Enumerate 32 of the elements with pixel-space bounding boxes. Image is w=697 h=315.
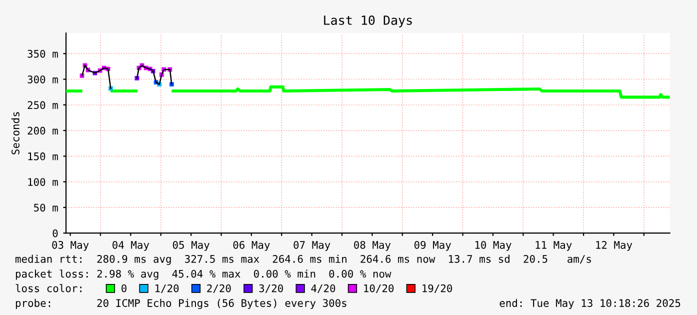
y-tick-label: 350 m xyxy=(28,50,58,58)
x-tick-label: 05 May xyxy=(172,240,210,251)
text: probe: 20 ICMP Echo Pings (56 Bytes) every 300s xyxy=(16,298,346,310)
y-tick-label: 50 m xyxy=(34,204,58,212)
y-tick-label: 100 m xyxy=(28,178,58,186)
legend-label: 0 xyxy=(122,284,126,292)
y-axis-title: Seconds xyxy=(11,112,20,154)
x-tick-label: 09 May xyxy=(414,240,451,251)
x-tick-label: 11 May xyxy=(536,241,572,251)
x-tick-label: 03 May xyxy=(52,240,89,251)
legend-title: loss color: xyxy=(16,284,82,292)
y-tick-label: 0 xyxy=(52,229,58,238)
y-tick-label: 150 m xyxy=(28,152,58,160)
y-tick-label: 300 m xyxy=(28,75,58,84)
text: packet loss: 2.98 % avg 45.04 % max 0.00 % min 0.00 % now xyxy=(16,270,392,280)
legend-label: 10/20 xyxy=(364,284,394,294)
legend-label: 4/20 xyxy=(311,284,336,294)
y-tick-label: 200 m xyxy=(28,126,58,135)
legend-label: 1/20 xyxy=(155,284,179,294)
text: end: Tue May 13 10:18:26 2025 xyxy=(500,298,680,310)
legend-label: 2/20 xyxy=(207,284,231,294)
x-tick-label: 04 May xyxy=(112,240,150,251)
y-tick-label: 250 m xyxy=(28,101,58,110)
x-tick-label: 12 May xyxy=(596,240,632,251)
x-tick-label: 07 May xyxy=(294,240,330,251)
x-tick-label: 06 May xyxy=(233,240,270,251)
text: median rtt: 280.9 ms avg 327.5 ms max 264.6 ms min 264.6 ms now 13.7 ms sd 20.5 am/s xyxy=(16,254,591,265)
legend-label: 19/20 xyxy=(422,284,452,294)
chart-title: Last 10 Days xyxy=(324,15,412,28)
x-tick-label: 10 May xyxy=(475,240,512,251)
legend-label: 3/20 xyxy=(259,284,283,294)
x-tick-label: 08 May xyxy=(354,240,391,251)
